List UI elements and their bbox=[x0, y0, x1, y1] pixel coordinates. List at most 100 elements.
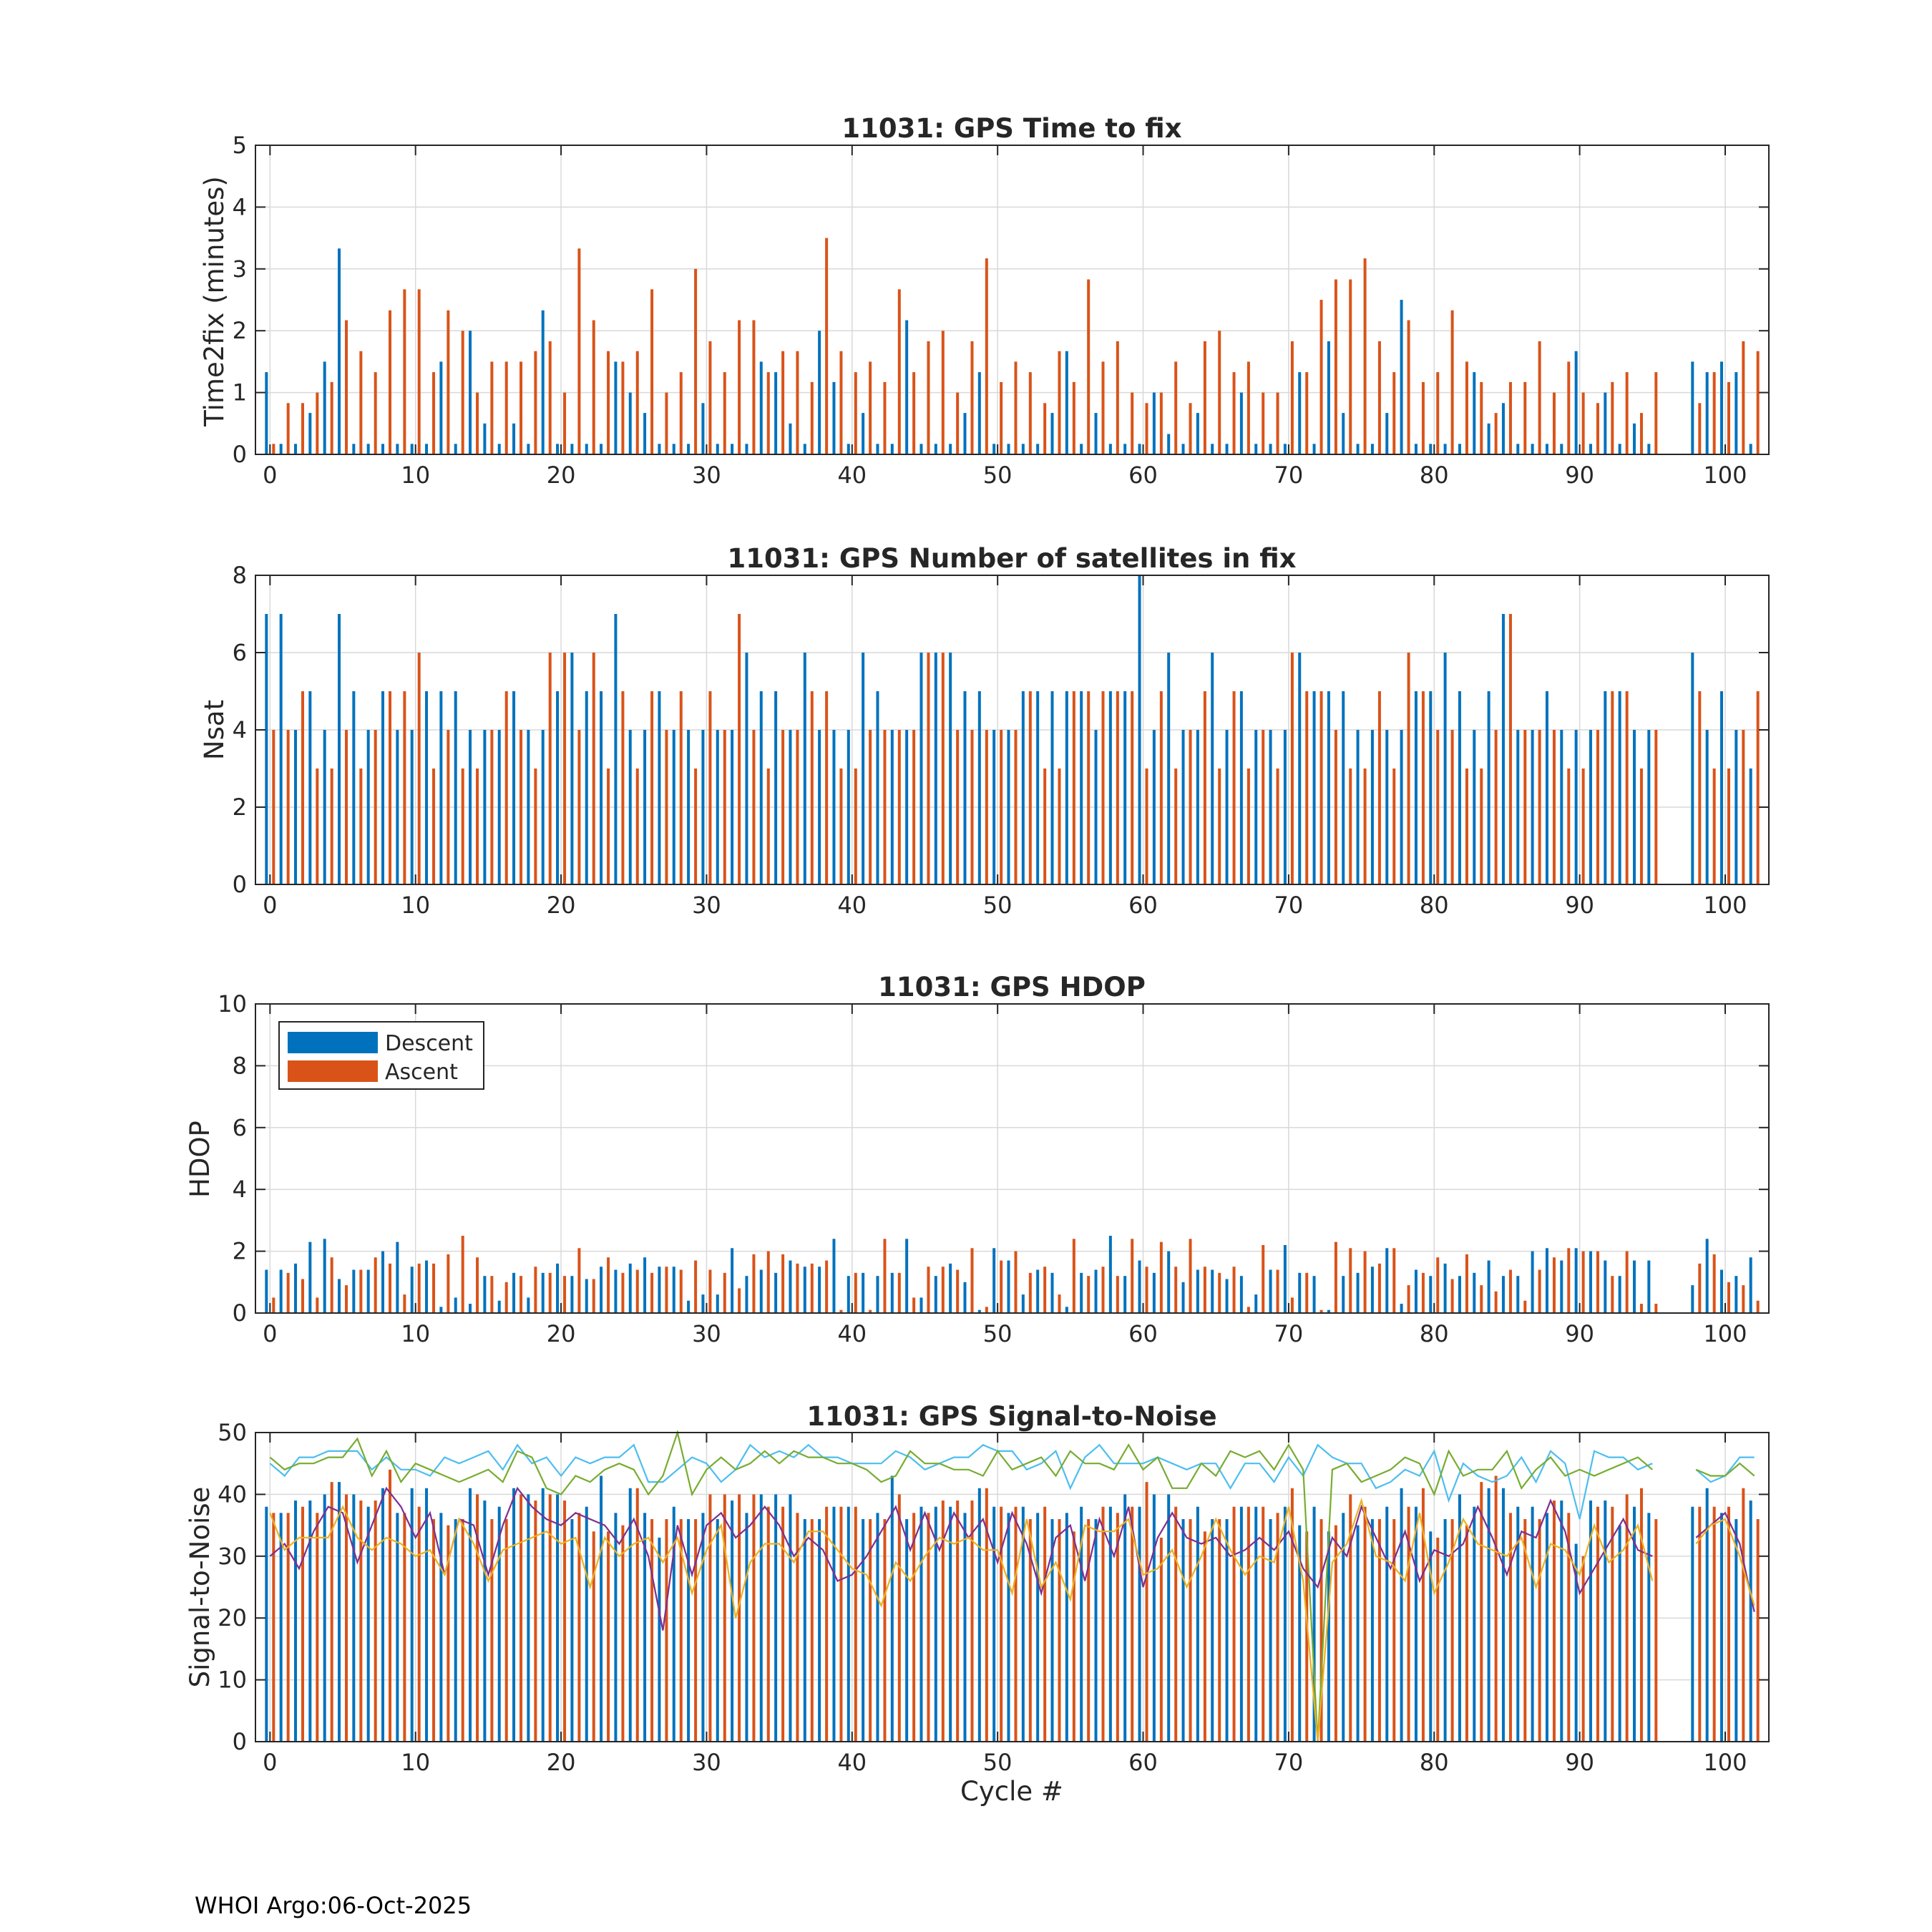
satellites-descent-bar bbox=[1138, 575, 1141, 884]
hdop-descent-bar bbox=[1501, 1276, 1505, 1313]
snr-ascent-bar bbox=[854, 1506, 857, 1742]
snr-descent-bar bbox=[818, 1518, 821, 1742]
satellites-descent-bar bbox=[1560, 730, 1563, 884]
satellites-descent-bar bbox=[919, 653, 923, 884]
hdop-ascent-bar bbox=[796, 1263, 799, 1313]
time-to-fix-ascent-bar bbox=[752, 320, 756, 454]
snr-ascent-bar bbox=[970, 1501, 974, 1742]
satellites-descent-bar bbox=[1574, 730, 1578, 884]
hdop-ascent-bar bbox=[1421, 1272, 1425, 1313]
hdop-ascent-bar bbox=[447, 1254, 450, 1313]
satellites-ascent-bar bbox=[738, 614, 741, 884]
hdop-descent-bar bbox=[789, 1260, 792, 1313]
snr-descent-bar bbox=[1647, 1513, 1651, 1742]
satellites-descent-bar bbox=[614, 614, 618, 884]
snr-descent-bar bbox=[1749, 1501, 1752, 1742]
satellites-descent-bar bbox=[1429, 691, 1433, 884]
time-to-fix-descent-bar bbox=[818, 331, 821, 454]
snr-ascent-bar bbox=[1000, 1506, 1003, 1742]
hdop-ascent-bar bbox=[1480, 1285, 1483, 1313]
time-to-fix-descent-bar bbox=[1123, 444, 1127, 454]
hdop-descent-bar bbox=[1749, 1257, 1752, 1313]
time-to-fix-ascent-bar bbox=[1043, 403, 1047, 454]
satellites-descent-bar bbox=[570, 653, 574, 884]
snr-ascent-bar bbox=[1246, 1506, 1250, 1742]
time-to-fix-descent-bar bbox=[876, 444, 879, 454]
time-to-fix-descent-bar bbox=[1239, 392, 1243, 454]
hdop-descent-bar bbox=[832, 1239, 836, 1313]
time-to-fix-descent-bar bbox=[774, 372, 778, 454]
snr-descent-bar bbox=[731, 1501, 734, 1742]
satellites-descent-bar bbox=[1080, 691, 1083, 884]
time-to-fix-ascent-bar bbox=[839, 351, 843, 454]
x-tick-label: 100 bbox=[1703, 462, 1747, 489]
snr-descent-bar bbox=[1385, 1506, 1389, 1742]
snr-ascent-bar bbox=[1087, 1518, 1091, 1742]
snr-descent-bar bbox=[1269, 1518, 1272, 1742]
snr-ascent-bar bbox=[534, 1501, 537, 1742]
snr-descent-bar bbox=[1138, 1506, 1141, 1742]
time-to-fix-descent-bar bbox=[934, 444, 937, 454]
hdop-ascent-bar bbox=[1712, 1254, 1716, 1313]
hdop-ascent-bar bbox=[1523, 1300, 1527, 1313]
satellites-ascent-bar bbox=[374, 730, 377, 884]
satellites-descent-bar bbox=[1719, 691, 1723, 884]
x-tick-label: 0 bbox=[263, 462, 277, 489]
time-to-fix-descent-bar bbox=[1356, 444, 1360, 454]
satellites-descent-bar bbox=[1501, 614, 1505, 884]
snr-ascent-bar bbox=[679, 1518, 683, 1742]
time-to-fix-ascent-bar bbox=[301, 403, 305, 454]
time-to-fix-descent-bar bbox=[890, 444, 894, 454]
y-tick-label: 4 bbox=[233, 193, 247, 220]
snr-ascent-bar bbox=[447, 1525, 450, 1742]
satellites-descent-bar bbox=[862, 653, 865, 884]
hdop-ascent-bar bbox=[1654, 1304, 1658, 1313]
time-to-fix-ascent-bar bbox=[1058, 351, 1061, 454]
time-to-fix-descent-bar bbox=[1312, 444, 1316, 454]
time-to-fix-descent-bar bbox=[789, 423, 792, 454]
snr-ascent-bar bbox=[1319, 1518, 1323, 1742]
snr-ascent-bar bbox=[1407, 1506, 1410, 1742]
hdop-ascent-bar bbox=[1319, 1309, 1323, 1313]
satellites-ascent-bar bbox=[577, 730, 581, 884]
time-to-fix-ascent-bar bbox=[607, 351, 610, 454]
snr-descent-bar bbox=[570, 1518, 574, 1742]
snr-line-3 bbox=[269, 1486, 1755, 1631]
satellites-descent-bar bbox=[672, 730, 675, 884]
hdop-descent-bar bbox=[308, 1241, 312, 1313]
satellites-descent-bar bbox=[439, 691, 443, 884]
x-tick-label: 20 bbox=[547, 892, 576, 919]
snr-ascent-bar bbox=[1377, 1518, 1381, 1742]
hdop-ascent-bar bbox=[1232, 1267, 1236, 1313]
hdop-ascent-bar bbox=[708, 1269, 712, 1313]
hdop-ascent-bar bbox=[1349, 1248, 1352, 1313]
snr-descent-bar bbox=[338, 1482, 341, 1742]
snr-ascent-bar bbox=[548, 1494, 552, 1742]
hdop-ascent-bar bbox=[1145, 1267, 1148, 1313]
hdop-axes-box bbox=[255, 1003, 1770, 1314]
satellites-ascent-bar bbox=[781, 730, 785, 884]
satellites-ascent-bar bbox=[665, 730, 668, 884]
time-to-fix-descent-bar bbox=[1647, 444, 1651, 454]
time-to-fix-ascent-bar bbox=[1232, 372, 1236, 454]
time-to-fix-ascent-bar bbox=[592, 320, 595, 454]
time-to-fix-descent-bar bbox=[1254, 444, 1258, 454]
snr-ascent-bar bbox=[1276, 1513, 1279, 1742]
hdop-ascent-bar bbox=[825, 1260, 829, 1313]
snr-descent-bar bbox=[1225, 1518, 1229, 1742]
satellites-descent-bar bbox=[1342, 691, 1345, 884]
snr-descent-bar bbox=[366, 1506, 370, 1742]
time-to-fix-descent-bar bbox=[1516, 444, 1520, 454]
snr-ascent-bar bbox=[897, 1494, 901, 1742]
satellites-descent-bar bbox=[818, 730, 821, 884]
snr-ascent-bar bbox=[519, 1494, 523, 1742]
snr-descent-bar bbox=[949, 1506, 952, 1742]
hdop-descent-bar bbox=[658, 1267, 661, 1313]
hdop-descent-bar bbox=[1050, 1272, 1054, 1313]
snr-descent-bar bbox=[1050, 1518, 1054, 1742]
time-to-fix-descent-bar bbox=[1007, 444, 1010, 454]
snr-ascent-bar bbox=[1203, 1531, 1206, 1742]
y-tick-label: 4 bbox=[233, 716, 247, 743]
snr-ascent-bar bbox=[359, 1501, 363, 1742]
satellites-ascent-bar bbox=[1538, 730, 1541, 884]
